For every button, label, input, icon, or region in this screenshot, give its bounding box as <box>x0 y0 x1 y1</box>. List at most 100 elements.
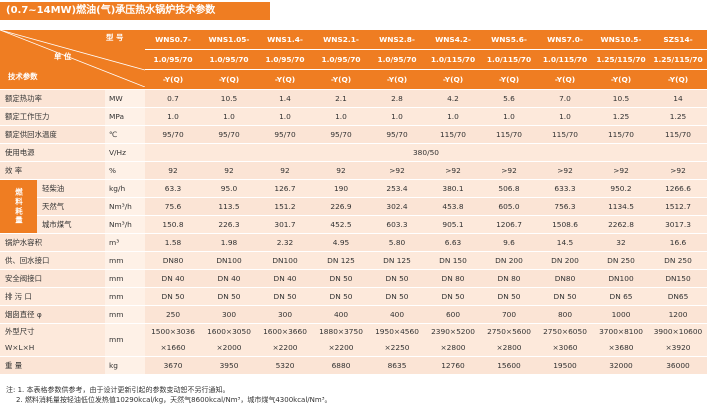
size-value-line2: ×2250 <box>384 343 410 352</box>
row-label: 烟囱直径 φ <box>0 305 105 324</box>
row-unit: mm <box>105 251 145 270</box>
row-value: DN 80 <box>481 269 537 288</box>
size-value-line1: 2750×6050 <box>543 327 587 336</box>
row-label: 额定热功率 <box>0 89 105 108</box>
row-value: 1.0 <box>537 107 593 126</box>
row-value: 7.0 <box>537 89 593 108</box>
size-value-line1: 1600×3050 <box>207 327 251 336</box>
row-value: 1.0 <box>313 107 369 126</box>
fuel-row: 天然气 Nm³/h 75.6 113.5 151.2 226.9 302.4 453.8 605… <box>0 197 707 216</box>
size-label-line2: W×L×H <box>5 343 35 352</box>
row-value: 301.7 <box>257 215 313 234</box>
row-value: 92 <box>313 161 369 180</box>
model-name-cell: -Y(Q) <box>257 69 313 90</box>
row-value: 9.6 <box>481 233 537 252</box>
row-value: 1.98 <box>201 233 257 252</box>
row-value: >92 <box>593 161 649 180</box>
row-value: 300 <box>201 305 257 324</box>
row-value: 63.3 <box>145 179 201 198</box>
row-value: 115/70 <box>649 125 707 144</box>
row-value: 32 <box>593 233 649 252</box>
row-value: >92 <box>481 161 537 180</box>
model-name-cell: WNS10.5- <box>593 30 649 50</box>
row-value: 115/70 <box>481 125 537 144</box>
row-value: DN 200 <box>481 251 537 270</box>
row-value: 151.2 <box>257 197 313 216</box>
size-value: 1500×3036 ×1660 <box>145 323 201 357</box>
row-value: DN 40 <box>145 269 201 288</box>
row-value: 190 <box>313 179 369 198</box>
row-value: 6880 <box>313 356 369 375</box>
row-unit: Nm³/h <box>105 197 145 216</box>
model-name-cell: 1.0/95/70 <box>313 49 369 70</box>
row-value: 3670 <box>145 356 201 375</box>
fuel-type-label: 轻柴油 <box>37 179 105 198</box>
row-unit: Nm³/h <box>105 215 145 234</box>
row-label: 供、回水接口 <box>0 251 105 270</box>
row-value: DN 50 <box>201 287 257 306</box>
size-label: 外型尺寸 W×L×H <box>0 323 105 357</box>
row-value: 115/70 <box>537 125 593 144</box>
row-value: 92 <box>201 161 257 180</box>
row-value: 905.1 <box>425 215 481 234</box>
corner-diagonal-lines <box>0 30 145 87</box>
row-value: DN 50 <box>537 287 593 306</box>
model-name-cell: -Y(Q) <box>593 69 649 90</box>
row-value: 36000 <box>649 356 707 375</box>
header-model-label: 型 号 <box>106 33 124 42</box>
size-value: 1950×4560 ×2250 <box>369 323 425 357</box>
model-name-cell: 1.0/95/70 <box>201 49 257 70</box>
row-value: DN 50 <box>369 287 425 306</box>
row-value: DN80 <box>145 251 201 270</box>
row-value: 1.0 <box>481 107 537 126</box>
size-value: 1880×3750 ×2200 <box>313 323 369 357</box>
row-value: >92 <box>537 161 593 180</box>
size-value-line2: ×2200 <box>272 343 298 352</box>
row-unit: MPa <box>105 107 145 126</box>
size-value-line2: ×3060 <box>552 343 578 352</box>
row-value: 1508.6 <box>537 215 593 234</box>
row-value: 3950 <box>201 356 257 375</box>
size-value-line1: 2750×5600 <box>487 327 531 336</box>
row-value: 226.9 <box>313 197 369 216</box>
row-label: 锅炉水容积 <box>0 233 105 252</box>
row-value: 800 <box>537 305 593 324</box>
fuel-type-label: 天然气 <box>37 197 105 216</box>
row-value: 115/70 <box>593 125 649 144</box>
row-value: 8635 <box>369 356 425 375</box>
row-unit: MW <box>105 89 145 108</box>
row-value: DN100 <box>593 269 649 288</box>
data-row: 使用电源 V/Hz 380/50 <box>0 143 707 162</box>
row-unit: m³ <box>105 233 145 252</box>
row-unit: ℃ <box>105 125 145 144</box>
model-name-cell: WNS4.2- <box>425 30 481 50</box>
model-name-cell: -Y(Q) <box>313 69 369 90</box>
row-value: DN80 <box>537 269 593 288</box>
row-value: >92 <box>425 161 481 180</box>
row-label: 排 污 口 <box>0 287 105 306</box>
row-value: 5.6 <box>481 89 537 108</box>
row-value: 756.3 <box>537 197 593 216</box>
model-name-cell: -Y(Q) <box>369 69 425 90</box>
model-name-cell: WNS1.05- <box>201 30 257 50</box>
size-value: 1600×3660 ×2200 <box>257 323 313 357</box>
row-value: 2.1 <box>313 89 369 108</box>
row-value: DN 50 <box>257 287 313 306</box>
row-value: 95/70 <box>257 125 313 144</box>
data-row: 额定供回水温度 ℃ 95/70 95/70 95/70 95/70 95/70 115/70 1… <box>0 125 707 144</box>
size-value-line2: ×2800 <box>440 343 466 352</box>
row-value: 150.8 <box>145 215 201 234</box>
row-value: 10.5 <box>593 89 649 108</box>
model-name-cell: WNS7.0- <box>537 30 593 50</box>
row-unit: V/Hz <box>105 143 145 162</box>
row-value: 250 <box>145 305 201 324</box>
model-name-cell: -Y(Q) <box>481 69 537 90</box>
model-name-cell: -Y(Q) <box>649 69 707 90</box>
row-value-span: 380/50 <box>145 143 707 162</box>
row-value: 14 <box>649 89 707 108</box>
row-value: 1206.7 <box>481 215 537 234</box>
size-value: 3700×8100 ×3680 <box>593 323 649 357</box>
row-value: 113.5 <box>201 197 257 216</box>
data-row: 锅炉水容积 m³ 1.58 1.98 2.32 4.95 5.80 6.63 9.6 14.5 32… <box>0 233 707 252</box>
row-value: 14.5 <box>537 233 593 252</box>
